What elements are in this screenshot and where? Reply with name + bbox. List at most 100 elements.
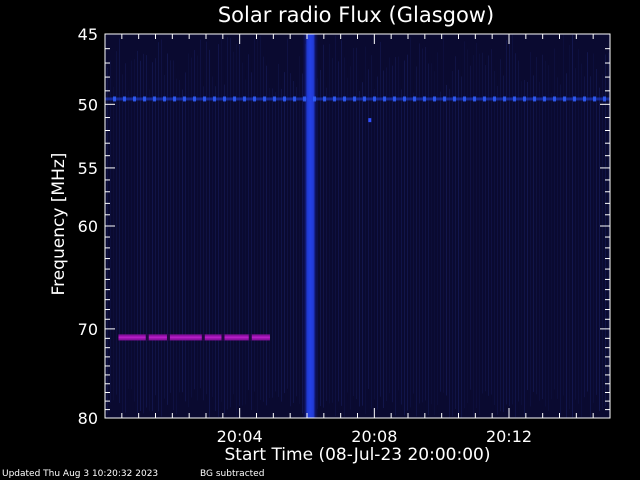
heatmap-striation — [350, 66, 351, 410]
heatmap-striation — [152, 62, 153, 411]
heatmap-striation — [368, 69, 369, 390]
heatmap-striation — [347, 77, 348, 393]
heatmap-striation — [239, 39, 240, 406]
heatmap-striation — [431, 63, 432, 405]
interference-dot — [293, 96, 296, 102]
heatmap-striation — [254, 38, 255, 392]
interference-dot — [273, 96, 276, 102]
y-tick-label: 70 — [78, 320, 98, 339]
heatmap-striation — [572, 34, 573, 418]
footer-updated: Updated Thu Aug 3 10:20:32 2023 — [2, 469, 159, 479]
interference-dot — [133, 96, 136, 102]
interference-gap — [221, 334, 225, 341]
heatmap-striation — [275, 92, 276, 392]
interference-line-71-core — [118, 336, 270, 339]
footer-bg-note: BG subtracted — [200, 469, 265, 479]
interference-dot — [443, 96, 446, 102]
heatmap-striation — [134, 59, 135, 402]
interference-dot — [193, 96, 196, 102]
heatmap-striation — [575, 67, 576, 400]
interference-dot — [433, 96, 436, 102]
heatmap-striation — [476, 42, 477, 409]
heatmap-striation — [149, 89, 150, 411]
heatmap-striation — [332, 58, 333, 403]
heatmap-striation — [398, 56, 399, 391]
heatmap-striation — [422, 48, 423, 403]
interference-dot — [163, 96, 166, 102]
heatmap-striation — [443, 34, 444, 393]
heatmap-striation — [182, 89, 183, 393]
heatmap-striation — [545, 60, 546, 407]
x-axis-label: Start Time (08-Jul-23 20:00:00) — [224, 445, 491, 465]
interference-gap — [201, 334, 205, 341]
interference-dot — [543, 96, 546, 102]
heatmap-striation — [605, 54, 606, 407]
heatmap-striation — [458, 69, 459, 414]
heatmap-striation — [356, 47, 357, 400]
heatmap-striation — [173, 60, 174, 411]
heatmap-striation — [194, 50, 195, 390]
y-tick-label: 60 — [78, 217, 98, 236]
interference-gap — [166, 334, 170, 341]
interference-dots-50 — [113, 96, 606, 102]
interference-gap — [248, 334, 252, 341]
heatmap-striation — [383, 70, 384, 408]
interference-line-50 — [105, 97, 610, 101]
heatmap-striation — [488, 55, 489, 396]
heatmap-striation — [584, 76, 585, 398]
interference-dot — [583, 96, 586, 102]
interference-dot — [333, 96, 336, 102]
heatmap-striation — [341, 40, 342, 406]
heatmap-striation — [389, 57, 390, 394]
heatmap-striation — [329, 43, 330, 404]
heatmap-striation — [287, 38, 288, 389]
heatmap-striation — [206, 41, 207, 395]
heatmap-striation — [464, 41, 465, 409]
interference-dot — [503, 96, 506, 102]
heatmap-striation — [272, 88, 273, 398]
heatmap-striation — [515, 53, 516, 418]
heatmap-striation — [434, 71, 435, 416]
heatmap-striation — [470, 65, 471, 390]
heatmap-striation — [452, 70, 453, 417]
heatmap-striation — [122, 74, 123, 414]
heatmap-striation — [278, 63, 279, 397]
heatmap-striation — [527, 81, 528, 391]
interference-dot — [173, 96, 176, 102]
heatmap-striation — [386, 67, 387, 401]
heatmap-striation — [146, 55, 147, 408]
heatmap-striation — [542, 54, 543, 400]
interference-dot — [143, 96, 146, 102]
heatmap-striation — [230, 37, 231, 408]
heatmap-striation — [521, 81, 522, 406]
heatmap-striation — [602, 74, 603, 410]
heatmap-striation — [566, 73, 567, 418]
heatmap-striation — [248, 54, 249, 391]
heatmap-striation — [371, 55, 372, 409]
heatmap-striation — [563, 34, 564, 396]
heatmap-striation — [218, 44, 219, 417]
heatmap-striation — [209, 49, 210, 418]
heatmap-striation — [428, 63, 429, 416]
interference-dot — [563, 96, 566, 102]
heatmap-striation — [461, 76, 462, 418]
heatmap-striation — [263, 56, 264, 402]
heatmap-striation — [407, 54, 408, 411]
heatmap-striation — [536, 57, 537, 395]
interference-dot — [183, 96, 186, 102]
interference-dot — [513, 96, 516, 102]
heatmap-striation — [455, 56, 456, 410]
heatmap-striation — [419, 43, 420, 404]
heatmap-striation — [257, 38, 258, 413]
heatmap-striation — [608, 52, 609, 391]
heatmap-striation — [299, 56, 300, 404]
heatmap-striation — [179, 79, 180, 393]
heatmap-striation — [497, 85, 498, 415]
y-axis: 45 50 55 60 70 80 — [78, 25, 610, 428]
heatmap-striation — [197, 55, 198, 401]
heatmap-striation — [518, 60, 519, 402]
heatmap-striation — [164, 74, 165, 399]
heatmap-striation — [401, 89, 402, 405]
interference-dot — [493, 96, 496, 102]
heatmap-striation — [551, 92, 552, 400]
